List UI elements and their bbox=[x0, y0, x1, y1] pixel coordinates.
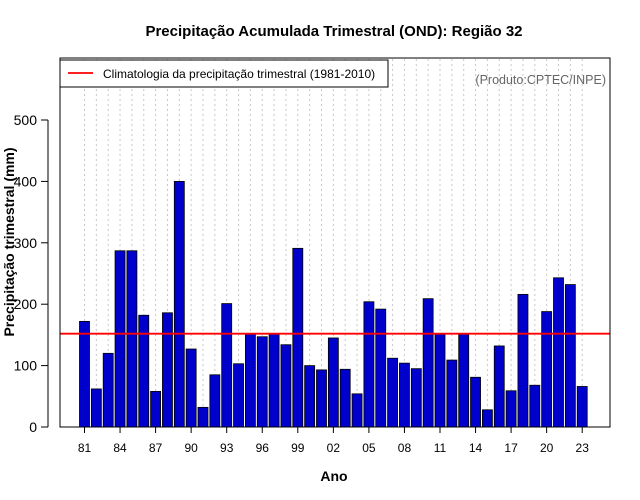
bar-2003 bbox=[339, 368, 351, 428]
bar-1991 bbox=[197, 406, 209, 428]
x-tick-label: 84 bbox=[113, 441, 127, 455]
x-tick-label: 87 bbox=[149, 441, 163, 455]
bar-1982 bbox=[90, 388, 102, 428]
bar-2023 bbox=[576, 386, 588, 428]
bar-2008 bbox=[399, 362, 410, 428]
x-tick-label: 14 bbox=[469, 441, 483, 455]
bar-1989 bbox=[173, 180, 185, 428]
y-tick-label: 100 bbox=[14, 358, 38, 374]
y-tick-label: 0 bbox=[29, 419, 37, 435]
bar-1992 bbox=[209, 374, 221, 428]
x-tick-label: 90 bbox=[184, 441, 198, 455]
bar-1994 bbox=[233, 363, 244, 428]
y-axis: 0 100 200 300 400 500 bbox=[14, 112, 49, 435]
bar-1996 bbox=[256, 336, 268, 428]
bar-1990 bbox=[185, 348, 197, 428]
chart-title: Precipitação Acumulada Trimestral (OND):… bbox=[145, 23, 522, 40]
bar-2015 bbox=[481, 409, 493, 428]
y-tick-label: 200 bbox=[14, 296, 38, 312]
plot-frame bbox=[59, 57, 611, 428]
x-axis: 81 84 87 90 93 96 99 02 05 08 11 14 17 20 23 bbox=[78, 427, 589, 455]
bar-1983 bbox=[102, 352, 114, 428]
x-tick-label: 96 bbox=[256, 441, 270, 455]
bar-1997 bbox=[268, 333, 280, 428]
bar-1988 bbox=[162, 312, 173, 428]
x-tick-label: 02 bbox=[327, 441, 341, 455]
bar-2006 bbox=[375, 308, 387, 428]
bar-series bbox=[79, 180, 588, 428]
x-tick-label: 99 bbox=[291, 441, 305, 455]
x-tick-label: 20 bbox=[540, 441, 554, 455]
bar-1999 bbox=[292, 247, 304, 428]
x-tick-label: 11 bbox=[434, 441, 447, 455]
bar-2020 bbox=[541, 311, 553, 428]
bar-1995 bbox=[244, 333, 256, 428]
legend-label: Climatologia da precipitação trimestral … bbox=[103, 67, 375, 81]
bar-2021 bbox=[553, 277, 564, 428]
bar-2013 bbox=[458, 333, 470, 428]
bar-2016 bbox=[493, 345, 505, 428]
bar-2005 bbox=[363, 301, 375, 428]
legend-box bbox=[59, 59, 389, 88]
credit-text: (Produto:CPTEC/INPE) bbox=[475, 73, 606, 87]
x-tick-label: 93 bbox=[220, 441, 234, 455]
x-tick-label: 81 bbox=[78, 441, 92, 455]
bar-2000 bbox=[304, 365, 316, 428]
bar-2018 bbox=[517, 293, 529, 428]
bar-2001 bbox=[316, 369, 327, 428]
bar-1985 bbox=[126, 250, 138, 428]
bar-2007 bbox=[387, 357, 399, 428]
bar-2022 bbox=[564, 284, 576, 428]
bar-2017 bbox=[505, 390, 517, 428]
x-axis-label: Ano bbox=[320, 468, 347, 484]
y-tick-label: 500 bbox=[14, 112, 38, 128]
x-tick-label: 08 bbox=[398, 441, 412, 455]
x-tick-label: 17 bbox=[504, 441, 518, 455]
bar-2012 bbox=[446, 359, 458, 428]
bar-1981 bbox=[79, 320, 90, 428]
bar-2014 bbox=[470, 376, 481, 428]
bar-2019 bbox=[529, 384, 541, 428]
x-tick-label: 05 bbox=[362, 441, 376, 455]
bar-1998 bbox=[280, 344, 292, 428]
y-axis-label: Precipitação trimestral (mm) bbox=[1, 147, 17, 336]
bar-2002 bbox=[327, 337, 339, 428]
bar-2011 bbox=[434, 333, 446, 428]
bar-2009 bbox=[410, 368, 422, 428]
bar-1986 bbox=[138, 314, 150, 428]
bar-2004 bbox=[351, 393, 363, 428]
bar-1993 bbox=[221, 303, 233, 428]
bar-2010 bbox=[422, 298, 434, 428]
x-tick-label: 23 bbox=[576, 441, 590, 455]
y-tick-label: 400 bbox=[14, 173, 38, 189]
y-tick-label: 300 bbox=[14, 235, 38, 251]
bar-1984 bbox=[114, 250, 126, 428]
legend: Climatologia da precipitação trimestral … bbox=[59, 59, 389, 88]
bar-1987 bbox=[150, 390, 162, 428]
